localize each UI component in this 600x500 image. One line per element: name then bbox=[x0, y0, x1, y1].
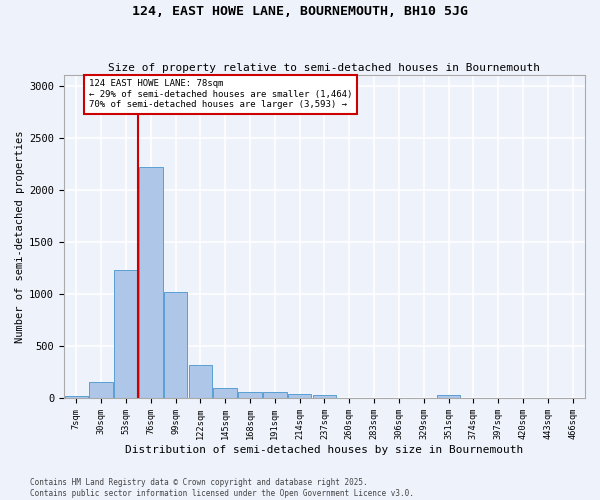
Bar bbox=[139, 167, 163, 398]
Title: Size of property relative to semi-detached houses in Bournemouth: Size of property relative to semi-detach… bbox=[109, 63, 541, 73]
Bar bbox=[313, 395, 336, 398]
Text: 124, EAST HOWE LANE, BOURNEMOUTH, BH10 5JG: 124, EAST HOWE LANE, BOURNEMOUTH, BH10 5… bbox=[132, 5, 468, 18]
Bar bbox=[164, 292, 187, 398]
Bar bbox=[114, 270, 138, 398]
Bar bbox=[437, 395, 460, 398]
Bar bbox=[238, 392, 262, 398]
X-axis label: Distribution of semi-detached houses by size in Bournemouth: Distribution of semi-detached houses by … bbox=[125, 445, 524, 455]
Bar bbox=[188, 366, 212, 398]
Bar bbox=[65, 396, 88, 398]
Bar bbox=[214, 388, 237, 398]
Bar bbox=[89, 382, 113, 398]
Bar bbox=[263, 392, 287, 398]
Y-axis label: Number of semi-detached properties: Number of semi-detached properties bbox=[15, 130, 25, 343]
Bar bbox=[288, 394, 311, 398]
Text: 124 EAST HOWE LANE: 78sqm
← 29% of semi-detached houses are smaller (1,464)
70% : 124 EAST HOWE LANE: 78sqm ← 29% of semi-… bbox=[89, 80, 352, 109]
Text: Contains HM Land Registry data © Crown copyright and database right 2025.
Contai: Contains HM Land Registry data © Crown c… bbox=[30, 478, 414, 498]
